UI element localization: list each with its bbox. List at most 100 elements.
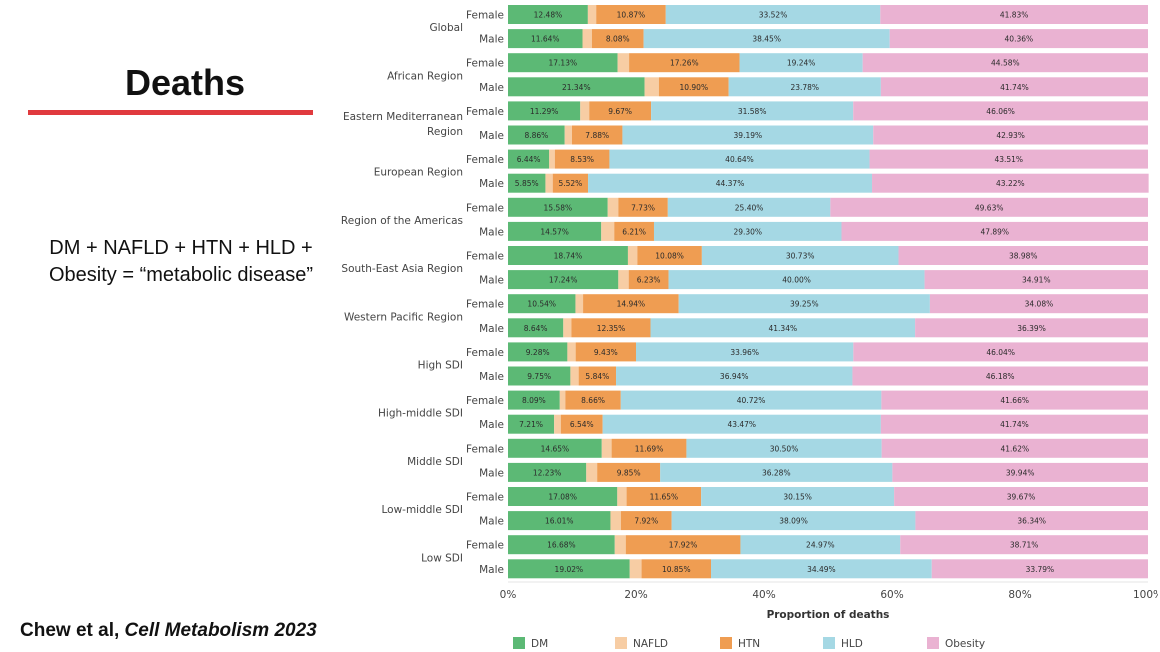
- bar-segment-hld: [651, 101, 854, 121]
- bar-segment-dm: [508, 270, 619, 290]
- bar-segment-htn: [618, 197, 668, 217]
- bar-segment-dm: [508, 101, 581, 121]
- x-axis-title: Proportion of deaths: [767, 609, 890, 621]
- data-label: 44.58%: [991, 59, 1020, 68]
- data-label: 46.04%: [986, 348, 1015, 357]
- data-label: 44.37%: [716, 179, 745, 188]
- group-label-7: High SDI: [418, 360, 463, 372]
- bar-segment-dm: [508, 366, 571, 386]
- citation-journal: Cell Metabolism 2023: [124, 620, 317, 641]
- data-label: 34.49%: [807, 565, 836, 574]
- subtitle-line-1: DM + NAFLD + HTN + HLD +: [49, 237, 313, 259]
- sex-label: Male: [479, 275, 504, 287]
- data-label: 39.19%: [734, 131, 763, 140]
- sex-label: Female: [466, 395, 504, 407]
- bar-segment-hld: [653, 221, 842, 241]
- data-label: 29.30%: [733, 227, 762, 236]
- data-label: 41.34%: [769, 324, 798, 333]
- bar-segment-htn: [583, 294, 679, 314]
- bar-segment-nafld: [601, 221, 615, 241]
- sex-label: Female: [466, 492, 504, 504]
- bar-segment-htn: [637, 246, 702, 265]
- bar-segment-dm: [508, 246, 628, 265]
- bar-segment-dm: [508, 318, 564, 338]
- data-label: 43.47%: [727, 420, 756, 429]
- bar-segment-nafld: [586, 462, 598, 482]
- data-label: 36.34%: [1017, 517, 1046, 526]
- legend-swatch-dm: [513, 637, 525, 649]
- title-underline: [28, 110, 313, 115]
- bar-segment-htn: [571, 318, 651, 338]
- bar-segment-nafld: [580, 101, 590, 121]
- data-label: 38.98%: [1009, 252, 1038, 261]
- bar-segment-hld: [620, 390, 882, 410]
- group-label-10: Low-middle SDI: [381, 504, 463, 516]
- bar-segment-hld: [671, 511, 916, 531]
- sex-label: Female: [466, 106, 504, 118]
- bar-segment-htn: [611, 438, 687, 458]
- bar-segment-htn: [614, 221, 654, 241]
- sex-label: Male: [479, 371, 504, 383]
- x-tick-label: 20%: [624, 589, 647, 601]
- bar-segment-hld: [668, 270, 925, 290]
- bar-segment-dm: [508, 511, 611, 531]
- subtitle-line-2: Obesity = “metabolic disease”: [48, 264, 313, 286]
- bar-segment-dm: [508, 29, 583, 49]
- bar-segment-obesity: [881, 390, 1148, 410]
- bar-segment-dm: [508, 342, 568, 362]
- bar-segment-htn: [626, 487, 702, 506]
- bar-segment-obesity: [873, 125, 1148, 145]
- data-label: 40.00%: [782, 276, 811, 285]
- data-label: 17.13%: [549, 59, 578, 68]
- data-label: 9.43%: [594, 348, 618, 357]
- sex-label: Male: [479, 130, 504, 142]
- bar-segment-nafld: [617, 487, 627, 506]
- group-label-0: Global: [430, 22, 464, 34]
- bar-segment-hld: [609, 149, 870, 169]
- data-label: 34.91%: [1022, 276, 1051, 285]
- sex-label: Female: [466, 10, 504, 22]
- data-label: 14.94%: [617, 300, 646, 309]
- bar-segment-obesity: [853, 101, 1148, 121]
- bar-segment-htn: [658, 77, 729, 97]
- bar-segment-obesity: [830, 197, 1148, 217]
- bar-segment-hld: [740, 535, 901, 555]
- data-label: 10.54%: [527, 300, 556, 309]
- bar-segment-obesity: [880, 77, 1148, 97]
- bar-segment-obesity: [931, 559, 1148, 579]
- bar-segment-hld: [650, 318, 916, 338]
- bar-segment-obesity: [924, 270, 1148, 290]
- bar-segment-obesity: [929, 294, 1148, 314]
- data-label: 12.48%: [534, 11, 563, 20]
- bar-segment-obesity: [841, 221, 1148, 241]
- bar-segment-nafld: [570, 366, 579, 386]
- bar-segment-htn: [552, 173, 589, 193]
- data-label: 30.73%: [786, 252, 815, 261]
- data-label: 17.08%: [548, 493, 577, 502]
- data-label: 11.69%: [635, 444, 664, 453]
- bar-segment-dm: [508, 125, 565, 145]
- data-label: 30.50%: [770, 444, 799, 453]
- bar-segment-nafld: [554, 414, 561, 434]
- legend-swatch-nafld: [615, 637, 627, 649]
- bar-segment-htn: [629, 53, 740, 73]
- slide-subtitle: DM + NAFLD + HTN + HLD + Obesity = “meta…: [22, 235, 340, 289]
- data-label: 8.08%: [606, 35, 630, 44]
- bar-segment-obesity: [892, 462, 1148, 482]
- bar-segment-nafld: [618, 270, 629, 290]
- legend-label-hld: HLD: [841, 638, 863, 650]
- data-label: 41.74%: [1000, 83, 1029, 92]
- data-label: 16.68%: [547, 541, 576, 550]
- bar-segment-nafld: [582, 29, 592, 49]
- data-label: 7.73%: [631, 203, 655, 212]
- group-label-8: High-middle SDI: [378, 408, 463, 420]
- group-label-11: Low SDI: [421, 552, 463, 564]
- sex-label: Male: [479, 323, 504, 335]
- bar-segment-obesity: [898, 246, 1148, 265]
- bar-segment-hld: [701, 246, 899, 265]
- bar-segment-nafld: [545, 173, 553, 193]
- bar-segment-htn: [572, 125, 623, 145]
- bar-segment-nafld: [564, 125, 572, 145]
- data-label: 12.35%: [597, 324, 626, 333]
